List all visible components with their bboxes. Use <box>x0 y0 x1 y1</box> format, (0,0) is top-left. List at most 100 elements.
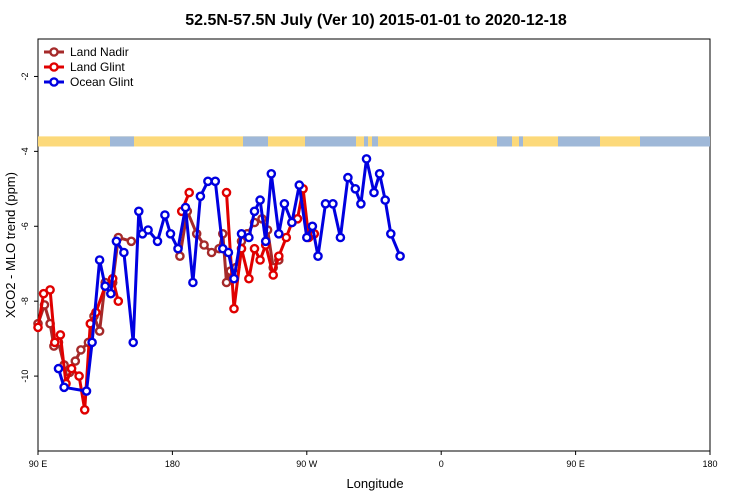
data-point <box>307 221 318 232</box>
legend-label: Land Glint <box>70 60 125 74</box>
legend-item: Land Nadir <box>44 45 129 59</box>
data-point <box>100 281 110 292</box>
data-point <box>294 180 305 190</box>
ocean-band-segment <box>519 136 523 147</box>
x-tick-label: 90 W <box>296 459 318 469</box>
data-point <box>374 168 385 179</box>
data-point <box>221 277 232 288</box>
data-point <box>268 270 279 280</box>
data-point <box>236 228 247 239</box>
data-point <box>385 228 396 239</box>
data-point <box>70 356 81 366</box>
data-point <box>229 273 239 284</box>
data-point <box>260 236 271 247</box>
data-point <box>350 183 361 194</box>
data-point <box>81 386 92 396</box>
data-point <box>287 217 297 228</box>
data-point <box>249 206 260 217</box>
data-point <box>94 255 105 265</box>
ocean-band-segment <box>640 136 710 147</box>
data-point <box>173 243 183 254</box>
data-point <box>210 176 221 187</box>
data-point <box>199 240 209 250</box>
legend-label: Land Nadir <box>70 45 129 59</box>
data-point <box>244 232 254 243</box>
data-point <box>229 303 239 314</box>
x-axis-label: Longitude <box>346 476 403 491</box>
data-point <box>266 168 277 179</box>
chart-title: 52.5N-57.5N July (Ver 10) 2015-01-01 to … <box>185 12 567 29</box>
data-point <box>369 187 379 198</box>
data-point <box>126 236 137 247</box>
x-tick-label: 180 <box>702 459 717 469</box>
data-point <box>301 232 312 243</box>
data-point <box>356 198 366 209</box>
data-point <box>66 363 77 374</box>
data-point <box>76 345 86 355</box>
data-point <box>184 187 194 198</box>
data-point <box>113 296 124 307</box>
series-line <box>57 157 402 393</box>
data-point <box>221 187 232 198</box>
data-point <box>395 251 405 262</box>
data-point <box>335 232 346 243</box>
x-tick-label: 90 E <box>29 459 48 469</box>
y-axis-ticks: -2 -4 -6 -8 -10 <box>20 72 38 383</box>
ocean-band-segment <box>305 136 356 147</box>
data-point <box>94 326 105 336</box>
data-point <box>273 228 284 239</box>
y-tick-label: -2 <box>20 72 30 80</box>
data-point <box>55 330 66 340</box>
x-tick-label: 0 <box>439 459 444 469</box>
data-point <box>143 225 153 235</box>
y-tick-label: -6 <box>20 222 30 230</box>
data-point <box>180 202 191 213</box>
land-ocean-band <box>38 136 710 147</box>
series-land-glint <box>33 183 320 415</box>
plot-frame <box>37 38 711 452</box>
legend-swatch-marker <box>49 62 59 72</box>
data-point <box>59 382 69 393</box>
ocean-band-segment <box>558 136 600 147</box>
data-point <box>380 195 391 205</box>
data-point <box>106 288 116 299</box>
data-point <box>328 198 338 209</box>
data-point <box>119 247 129 258</box>
data-point <box>244 273 254 284</box>
ocean-band-segment <box>497 136 512 147</box>
data-point <box>79 404 90 415</box>
data-point <box>206 247 217 258</box>
data-point <box>249 243 260 254</box>
ocean-band-segment <box>364 136 368 147</box>
data-point <box>74 371 84 381</box>
data-point <box>195 191 206 202</box>
legend-label: Ocean Glint <box>70 75 134 89</box>
legend-swatch-marker <box>49 47 59 57</box>
data-point <box>152 236 163 247</box>
data-point <box>45 285 55 295</box>
data-point <box>361 154 372 164</box>
data-point <box>223 247 234 258</box>
x-axis-ticks: 90 E 180 90 W 0 90 E 180 <box>29 451 718 469</box>
legend-swatch-marker <box>49 77 59 87</box>
data-point <box>87 337 97 348</box>
ocean-band-segment <box>372 136 378 147</box>
y-tick-label: -8 <box>20 297 30 305</box>
data-point <box>313 251 323 262</box>
y-tick-label: -4 <box>20 147 30 155</box>
legend-item: Land Glint <box>44 60 125 74</box>
x-tick-label: 180 <box>165 459 180 469</box>
data-point <box>343 172 353 183</box>
x-tick-label: 90 E <box>566 459 585 469</box>
ocean-band-segment <box>243 136 268 147</box>
data-point <box>111 236 122 247</box>
ocean-band-segment <box>110 136 134 147</box>
data-point <box>188 277 198 288</box>
series-ocean-glint <box>53 154 405 396</box>
legend-item: Ocean Glint <box>44 75 134 89</box>
y-axis-label: XCO2 - MLO trend (ppm) <box>3 172 18 318</box>
y-tick-label: -10 <box>20 370 30 383</box>
data-point <box>175 251 185 262</box>
data-point <box>203 176 213 187</box>
